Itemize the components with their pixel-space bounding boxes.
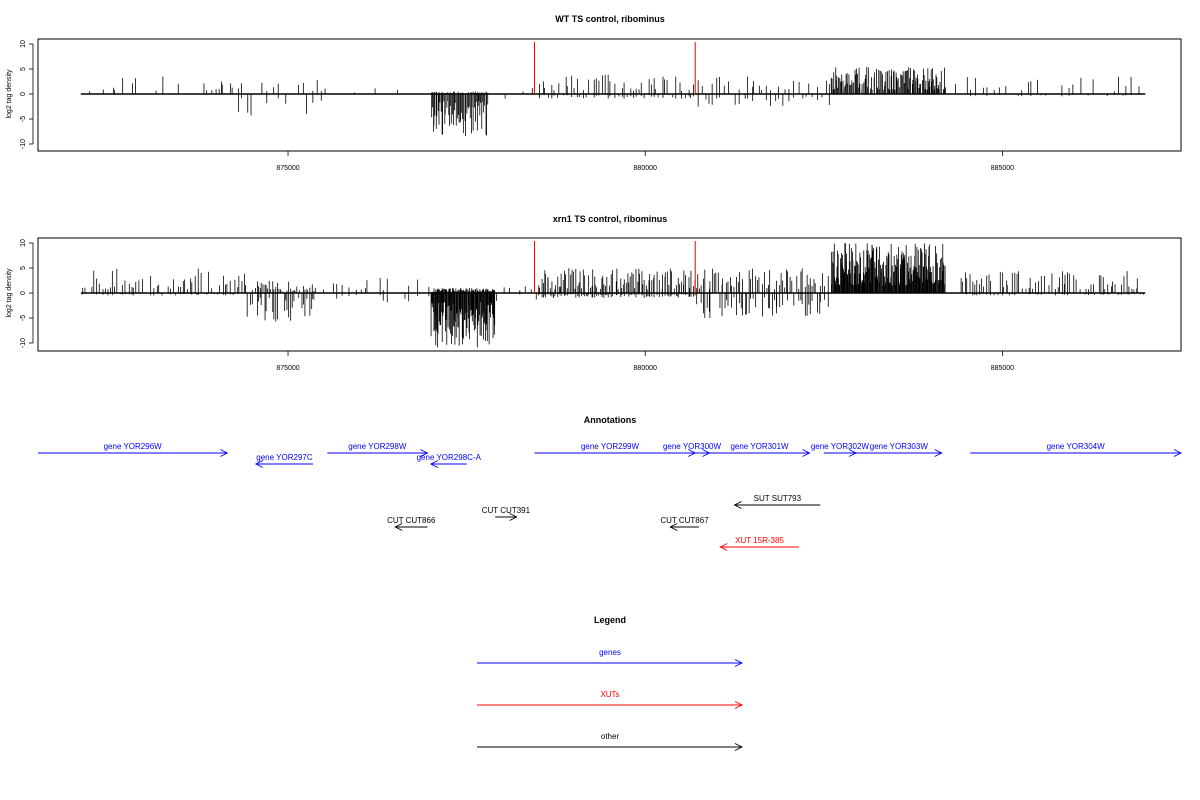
annotation-label: gene YOR297C bbox=[256, 453, 313, 462]
x-tick-label: 875000 bbox=[276, 365, 299, 372]
y-tick-label: -5 bbox=[20, 315, 27, 321]
x-tick-label: 880000 bbox=[634, 165, 657, 172]
annotation-label: gene YOR298W bbox=[348, 442, 407, 451]
xrn1-track-marks bbox=[80, 241, 1146, 348]
wt-y-axis-label: log2 tag density bbox=[6, 69, 13, 119]
annotation-feature: gene YOR296W bbox=[38, 442, 229, 457]
feature-arrow-head bbox=[733, 501, 742, 509]
annotation-feature: CUT CUT391 bbox=[482, 506, 531, 521]
annotation-feature: SUT SUT793 bbox=[733, 494, 821, 509]
legend-label: XUTs bbox=[600, 690, 619, 699]
annotation-feature: gene YOR297C bbox=[254, 453, 314, 468]
feature-arrow-head bbox=[734, 701, 744, 709]
annotation-feature: gene YOR302W bbox=[811, 442, 870, 457]
feature-arrow-head bbox=[734, 743, 744, 751]
xrn1-plot-frame bbox=[37, 237, 1182, 352]
annotation-label: gene YOR302W bbox=[811, 442, 870, 451]
annotation-feature: gene YOR298C-A bbox=[417, 453, 482, 468]
legend-entry: genes bbox=[477, 648, 744, 667]
annotation-label: SUT SUT793 bbox=[754, 494, 802, 503]
legend-label: genes bbox=[599, 648, 621, 657]
xrn1-track-title: xrn1 TS control, ribominus bbox=[553, 214, 668, 224]
y-tick-label: -10 bbox=[20, 338, 27, 348]
feature-arrow-head bbox=[669, 523, 678, 531]
annotation-label: CUT CUT866 bbox=[387, 516, 436, 525]
annotation-feature: XUT 15R-385 bbox=[719, 536, 799, 551]
feature-arrow-head bbox=[734, 659, 744, 667]
y-tick-label: 0 bbox=[20, 92, 27, 96]
legend-panel: Legend genes XUTs other bbox=[477, 615, 744, 751]
annotations-title: Annotations bbox=[584, 415, 637, 425]
wt-track-title: WT TS control, ribominus bbox=[555, 14, 665, 24]
feature-arrow-head bbox=[420, 449, 429, 457]
wt-plot-frame bbox=[37, 38, 1182, 152]
annotation-label: gene YOR298C-A bbox=[417, 453, 482, 462]
wt-track-axes: -10 -5 0 5 10 875000 880000 885000 bbox=[20, 40, 1014, 172]
feature-arrow-head bbox=[394, 523, 403, 531]
y-tick-label: 10 bbox=[20, 239, 27, 247]
annotation-label: gene YOR301W bbox=[730, 442, 789, 451]
y-tick-label: 5 bbox=[20, 266, 27, 270]
y-tick-label: -5 bbox=[20, 116, 27, 122]
feature-arrow-head bbox=[934, 449, 943, 457]
annotation-feature: gene YOR298W bbox=[327, 442, 429, 457]
feature-arrow-head bbox=[220, 449, 229, 457]
x-tick-label: 885000 bbox=[991, 365, 1014, 372]
annotation-label: gene YOR299W bbox=[581, 442, 640, 451]
annotation-label: CUT CUT391 bbox=[482, 506, 531, 515]
annotation-feature: CUT CUT866 bbox=[387, 516, 436, 531]
wt-track-panel: WT TS control, ribominus log2 tag densit… bbox=[6, 14, 1182, 172]
annotation-feature: gene YOR304W bbox=[970, 442, 1183, 457]
xrn1-track-panel: xrn1 TS control, ribominus log2 tag dens… bbox=[6, 214, 1182, 372]
x-tick-label: 880000 bbox=[634, 365, 657, 372]
annotation-features: gene YOR296W gene YOR297C gene YOR298W gene… bbox=[38, 442, 1183, 551]
y-tick-label: -10 bbox=[20, 139, 27, 149]
legend-entries: genes XUTs other bbox=[477, 648, 744, 751]
y-tick-label: 0 bbox=[20, 291, 27, 295]
x-tick-label: 885000 bbox=[991, 165, 1014, 172]
annotation-label: gene YOR304W bbox=[1047, 442, 1106, 451]
feature-arrow-head bbox=[719, 543, 728, 551]
y-tick-label: 5 bbox=[20, 67, 27, 71]
annotation-feature: gene YOR301W bbox=[709, 442, 811, 457]
xrn1-track-axes: -10 -5 0 5 10 875000 880000 885000 bbox=[20, 239, 1014, 372]
legend-label: other bbox=[601, 732, 620, 741]
annotation-label: gene YOR296W bbox=[104, 442, 163, 451]
annotation-label: XUT 15R-385 bbox=[735, 536, 784, 545]
legend-title: Legend bbox=[594, 615, 626, 625]
feature-arrow-head bbox=[1173, 449, 1183, 457]
feature-arrow-head bbox=[429, 460, 439, 468]
legend-entry: other bbox=[477, 732, 744, 751]
feature-arrow-head bbox=[802, 449, 811, 457]
annotation-label: gene YOR300W bbox=[663, 442, 722, 451]
xrn1-y-axis-label: log2 tag density bbox=[6, 268, 13, 318]
x-tick-label: 875000 bbox=[276, 165, 299, 172]
wt-track-marks bbox=[80, 42, 1146, 137]
annotation-feature: CUT CUT867 bbox=[660, 516, 709, 531]
feature-arrow-head bbox=[254, 460, 264, 468]
y-tick-label: 10 bbox=[20, 40, 27, 48]
annotation-label: gene YOR303W bbox=[870, 442, 929, 451]
annotation-feature: gene YOR303W bbox=[855, 442, 943, 457]
legend-entry: XUTs bbox=[477, 690, 744, 709]
annotation-label: CUT CUT867 bbox=[660, 516, 709, 525]
feature-arrow-head bbox=[509, 513, 518, 521]
